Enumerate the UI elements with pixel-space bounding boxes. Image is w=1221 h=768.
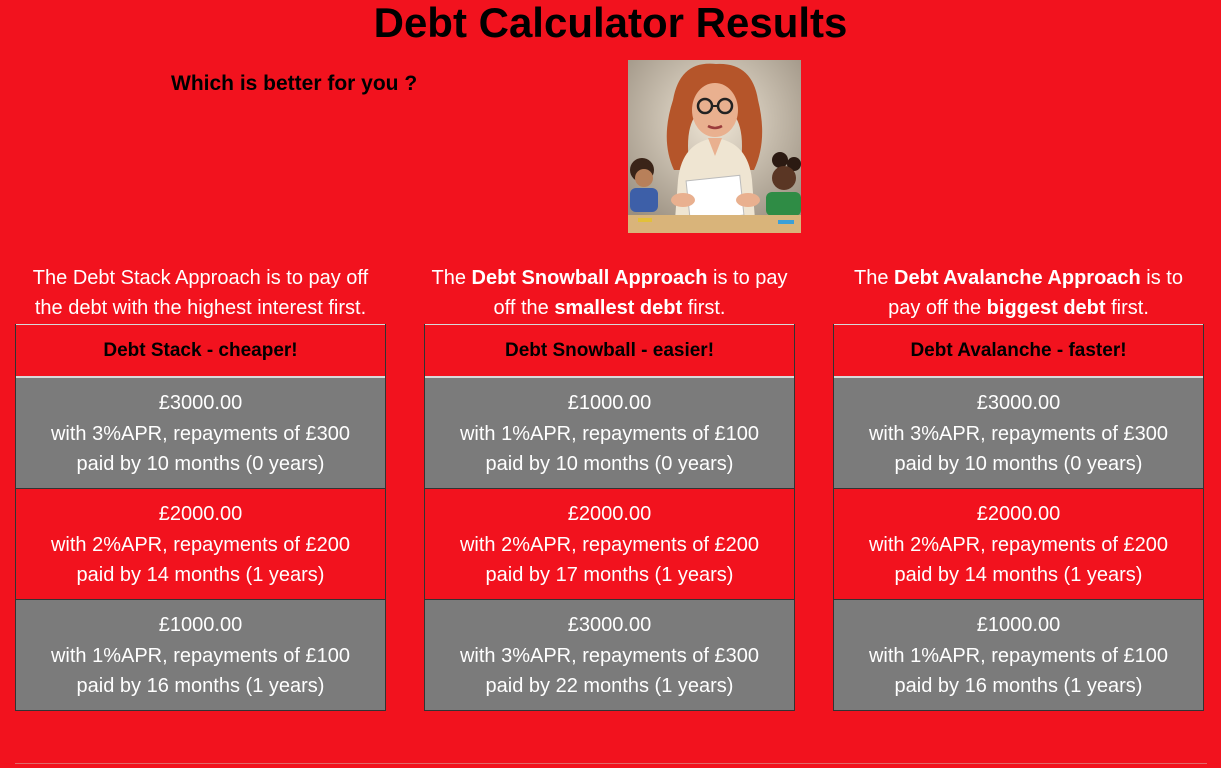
- debt-paid-by: paid by 16 months (1 years): [894, 675, 1143, 697]
- approach-highlight: biggest debt: [986, 297, 1106, 319]
- approach-description: The Debt Avalanche Approach is to pay of…: [833, 263, 1204, 324]
- page-subtitle: Which is better for you ?: [171, 72, 418, 95]
- debt-amount: £1000.00: [158, 614, 243, 636]
- debt-row: £2000.00 with 2%APR, repayments of £200 …: [834, 489, 1203, 600]
- approach-text: The Debt Stack Approach is to pay off th…: [32, 267, 369, 319]
- footer-divider: [15, 763, 1207, 764]
- debt-paid-by: paid by 14 months (1 years): [894, 564, 1143, 586]
- table-header: Debt Stack - cheaper!: [16, 324, 385, 378]
- debt-amount: £1000.00: [567, 392, 652, 414]
- debt-amount: £2000.00: [567, 503, 652, 525]
- approach-highlight: Debt Avalanche Approach: [894, 267, 1141, 289]
- debt-amount: £2000.00: [976, 503, 1061, 525]
- approach-text: first.: [1105, 297, 1149, 319]
- debt-terms: with 1%APR, repayments of £100: [50, 644, 351, 667]
- debt-snowball-column: The Debt Snowball Approach is to pay off…: [424, 263, 795, 711]
- debt-row: £3000.00 with 3%APR, repayments of £300 …: [425, 600, 794, 711]
- approach-text: is to pay off the: [888, 267, 1183, 319]
- illustration-image: [628, 60, 801, 233]
- debt-row: £3000.00 with 3%APR, repayments of £300 …: [16, 378, 385, 489]
- debt-row: £1000.00 with 1%APR, repayments of £100 …: [16, 600, 385, 711]
- debt-paid-by: paid by 10 months (0 years): [76, 453, 325, 475]
- approach-text: The: [854, 267, 895, 289]
- debt-terms: with 2%APR, repayments of £200: [868, 533, 1169, 556]
- debt-stack-column: The Debt Stack Approach is to pay off th…: [15, 263, 386, 711]
- debt-terms: with 1%APR, repayments of £100: [459, 422, 760, 445]
- approach-text: The: [431, 267, 472, 289]
- results-table: Debt Avalanche - faster! £3000.00 with 3…: [833, 324, 1204, 711]
- debt-row: £2000.00 with 2%APR, repayments of £200 …: [425, 489, 794, 600]
- debt-terms: with 1%APR, repayments of £100: [868, 644, 1169, 667]
- debt-paid-by: paid by 10 months (0 years): [485, 453, 734, 475]
- debt-terms: with 3%APR, repayments of £300: [50, 422, 351, 445]
- debt-terms: with 3%APR, repayments of £300: [459, 644, 760, 667]
- debt-avalanche-column: The Debt Avalanche Approach is to pay of…: [833, 263, 1204, 711]
- debt-amount: £3000.00: [158, 392, 243, 414]
- approach-text: is to pay off the: [493, 267, 788, 319]
- results-table: Debt Snowball - easier! £1000.00 with 1%…: [424, 324, 795, 711]
- debt-paid-by: paid by 10 months (0 years): [894, 453, 1143, 475]
- table-header: Debt Avalanche - faster!: [834, 324, 1203, 378]
- approach-text: first.: [682, 297, 726, 319]
- debt-paid-by: paid by 17 months (1 years): [485, 564, 734, 586]
- table-header: Debt Snowball - easier!: [425, 324, 794, 378]
- debt-terms: with 3%APR, repayments of £300: [868, 422, 1169, 445]
- results-table: Debt Stack - cheaper! £3000.00 with 3%AP…: [15, 324, 386, 711]
- approach-highlight: smallest debt: [554, 297, 683, 319]
- debt-terms: with 2%APR, repayments of £200: [459, 533, 760, 556]
- debt-row: £1000.00 with 1%APR, repayments of £100 …: [834, 600, 1203, 711]
- approach-highlight: Debt Snowball Approach: [471, 267, 708, 289]
- debt-amount: £1000.00: [976, 614, 1061, 636]
- debt-row: £3000.00 with 3%APR, repayments of £300 …: [834, 378, 1203, 489]
- approach-description: The Debt Stack Approach is to pay off th…: [15, 263, 386, 324]
- page-title: Debt Calculator Results: [373, 0, 848, 46]
- debt-row: £1000.00 with 1%APR, repayments of £100 …: [425, 378, 794, 489]
- debt-row: £2000.00 with 2%APR, repayments of £200 …: [16, 489, 385, 600]
- approach-description: The Debt Snowball Approach is to pay off…: [424, 263, 795, 324]
- debt-amount: £2000.00: [158, 503, 243, 525]
- debt-paid-by: paid by 16 months (1 years): [76, 675, 325, 697]
- debt-paid-by: paid by 22 months (1 years): [485, 675, 734, 697]
- debt-amount: £3000.00: [567, 614, 652, 636]
- debt-amount: £3000.00: [976, 392, 1061, 414]
- debt-paid-by: paid by 14 months (1 years): [76, 564, 325, 586]
- debt-terms: with 2%APR, repayments of £200: [50, 533, 351, 556]
